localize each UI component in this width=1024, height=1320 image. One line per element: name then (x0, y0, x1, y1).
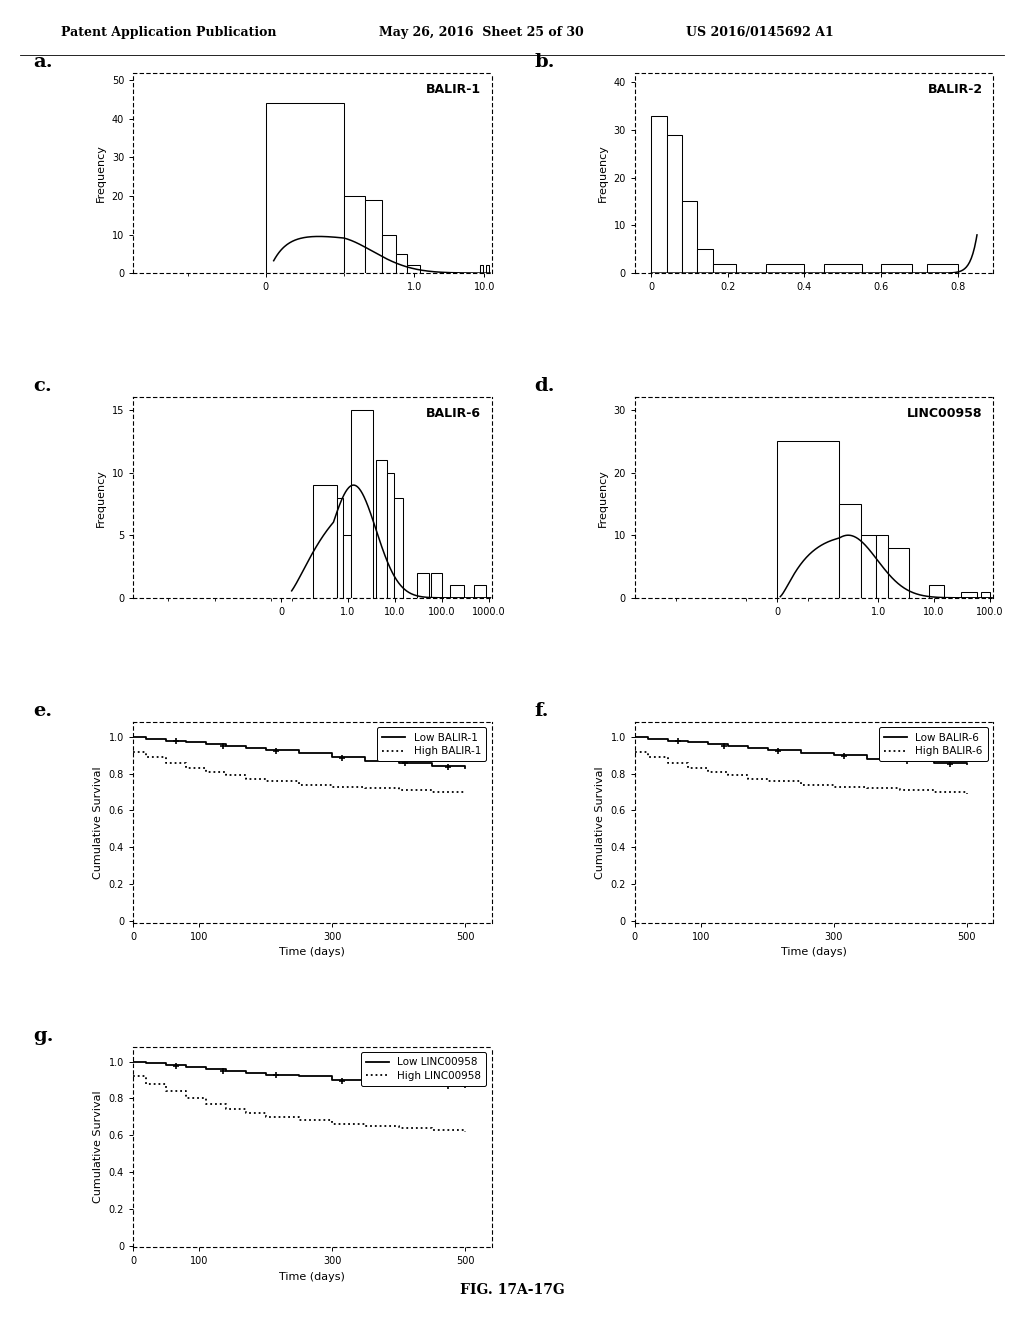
Bar (408, 265, 420, 273)
Y-axis label: Cumulative Survival: Cumulative Survival (93, 766, 103, 879)
Y-axis label: Frequency: Frequency (96, 469, 106, 527)
Bar (450, 585, 464, 598)
Legend: Low BALIR-6, High BALIR-6: Low BALIR-6, High BALIR-6 (879, 727, 988, 762)
Bar (697, 249, 713, 273)
Text: a.: a. (33, 53, 52, 70)
Bar (823, 264, 862, 273)
Y-axis label: Cumulative Survival: Cumulative Survival (595, 766, 605, 879)
Bar (927, 264, 957, 273)
Bar (981, 591, 990, 598)
Text: Patent Application Publication: Patent Application Publication (61, 26, 276, 40)
Text: FIG. 17A-17G: FIG. 17A-17G (460, 1283, 564, 1296)
Text: LINC00958: LINC00958 (907, 408, 983, 420)
Text: d.: d. (535, 378, 555, 395)
Bar (366, 199, 382, 273)
Bar (387, 473, 393, 598)
Text: f.: f. (535, 702, 549, 721)
Bar (861, 535, 876, 598)
Text: US 2016/0145692 A1: US 2016/0145692 A1 (686, 26, 834, 40)
Bar (337, 498, 343, 598)
Text: g.: g. (33, 1027, 53, 1045)
Text: BALIR-2: BALIR-2 (928, 83, 983, 95)
Bar (961, 591, 978, 598)
X-axis label: Time (days): Time (days) (280, 948, 345, 957)
Bar (766, 264, 805, 273)
Bar (682, 202, 697, 273)
Bar (713, 264, 735, 273)
Bar (382, 235, 396, 273)
X-axis label: Time (days): Time (days) (280, 1272, 345, 1282)
Bar (882, 264, 911, 273)
Bar (266, 103, 344, 273)
Bar (393, 498, 402, 598)
Bar (312, 484, 337, 598)
Bar (376, 461, 387, 598)
Bar (929, 585, 944, 598)
Bar (431, 573, 441, 598)
Bar (651, 116, 667, 273)
Bar (486, 265, 488, 273)
Y-axis label: Frequency: Frequency (598, 144, 608, 202)
Y-axis label: Frequency: Frequency (96, 144, 106, 202)
Text: May 26, 2016  Sheet 25 of 30: May 26, 2016 Sheet 25 of 30 (379, 26, 584, 40)
Text: BALIR-1: BALIR-1 (426, 83, 481, 95)
Bar (667, 135, 682, 273)
X-axis label: Time (days): Time (days) (781, 948, 847, 957)
Bar (777, 441, 840, 598)
Legend: Low LINC00958, High LINC00958: Low LINC00958, High LINC00958 (360, 1052, 486, 1086)
Text: e.: e. (33, 702, 52, 721)
Bar (840, 504, 861, 598)
Bar (876, 535, 888, 598)
Bar (344, 195, 366, 273)
Bar (396, 253, 408, 273)
Text: BALIR-6: BALIR-6 (426, 408, 481, 420)
Bar (479, 265, 483, 273)
Bar (888, 548, 908, 598)
Text: c.: c. (33, 378, 51, 395)
Legend: Low BALIR-1, High BALIR-1: Low BALIR-1, High BALIR-1 (377, 727, 486, 762)
Y-axis label: Cumulative Survival: Cumulative Survival (93, 1090, 103, 1204)
Text: b.: b. (535, 53, 555, 70)
Bar (343, 535, 351, 598)
Bar (474, 585, 486, 598)
Bar (417, 573, 429, 598)
Bar (351, 411, 373, 598)
Y-axis label: Frequency: Frequency (598, 469, 608, 527)
